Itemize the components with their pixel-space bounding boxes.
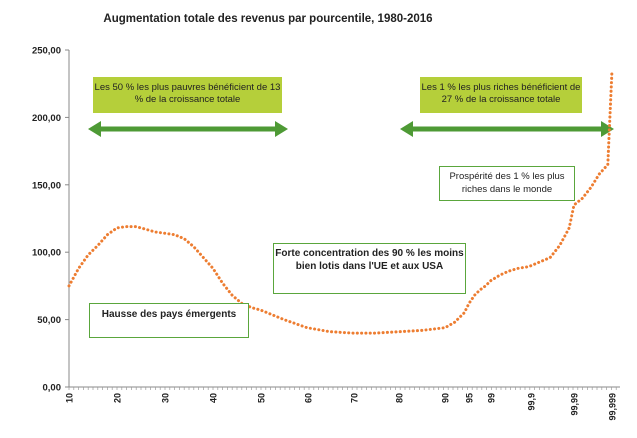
- y-tick-label: 0,00: [43, 383, 62, 394]
- x-tick-label: 95: [465, 393, 475, 403]
- x-tick-label: 99: [487, 393, 497, 403]
- x-tick-label: 30: [161, 393, 171, 403]
- series-line: [67, 68, 614, 335]
- x-tick-label: 40: [209, 393, 219, 403]
- y-tick-label: 50,00: [37, 315, 61, 326]
- x-tick-label: 10: [65, 393, 75, 403]
- x-minor-ticks: [68, 387, 617, 390]
- x-tick-label: 99,99: [570, 393, 580, 416]
- annotation-concentration: Forte concentration des 90 % les moins b…: [273, 243, 466, 294]
- x-tick-label: 99,9: [527, 393, 537, 411]
- annotation-prosperity: Prospérité des 1 % les plus riches dans …: [439, 166, 575, 201]
- x-tick-label: 20: [113, 393, 123, 403]
- x-tick-label: 99,999: [608, 393, 618, 421]
- annotation-top-1: Les 1 % les plus riches bénéficient de 2…: [420, 77, 582, 113]
- x-tick-label: 80: [395, 393, 405, 403]
- x-tick-label: 70: [350, 393, 360, 403]
- annotation-emerging: Hausse des pays émergents: [89, 303, 249, 338]
- chart-title: Augmentation totale des revenus par pour…: [103, 13, 432, 25]
- y-tick-label: 250,00: [32, 46, 61, 57]
- x-tick-label: 90: [441, 393, 451, 403]
- y-tick-label: 150,00: [32, 180, 61, 191]
- arrow-bottom-50: [88, 121, 288, 137]
- y-tick-label: 200,00: [32, 113, 61, 124]
- x-tick-label: 60: [304, 393, 314, 403]
- arrow-top-1: [400, 121, 614, 137]
- annotation-bottom-50: Les 50 % les plus pauvres bénéficient de…: [93, 77, 282, 113]
- x-tick-label: 50: [257, 393, 267, 403]
- y-ticks: 0,00 50,00 100,00 150,00 200,00 250,00: [32, 46, 69, 394]
- x-ticks: 10 20 30 40 50 60 70 80 90 95 99 99,9 99,99 99,999: [65, 393, 618, 421]
- y-tick-label: 100,00: [32, 248, 61, 259]
